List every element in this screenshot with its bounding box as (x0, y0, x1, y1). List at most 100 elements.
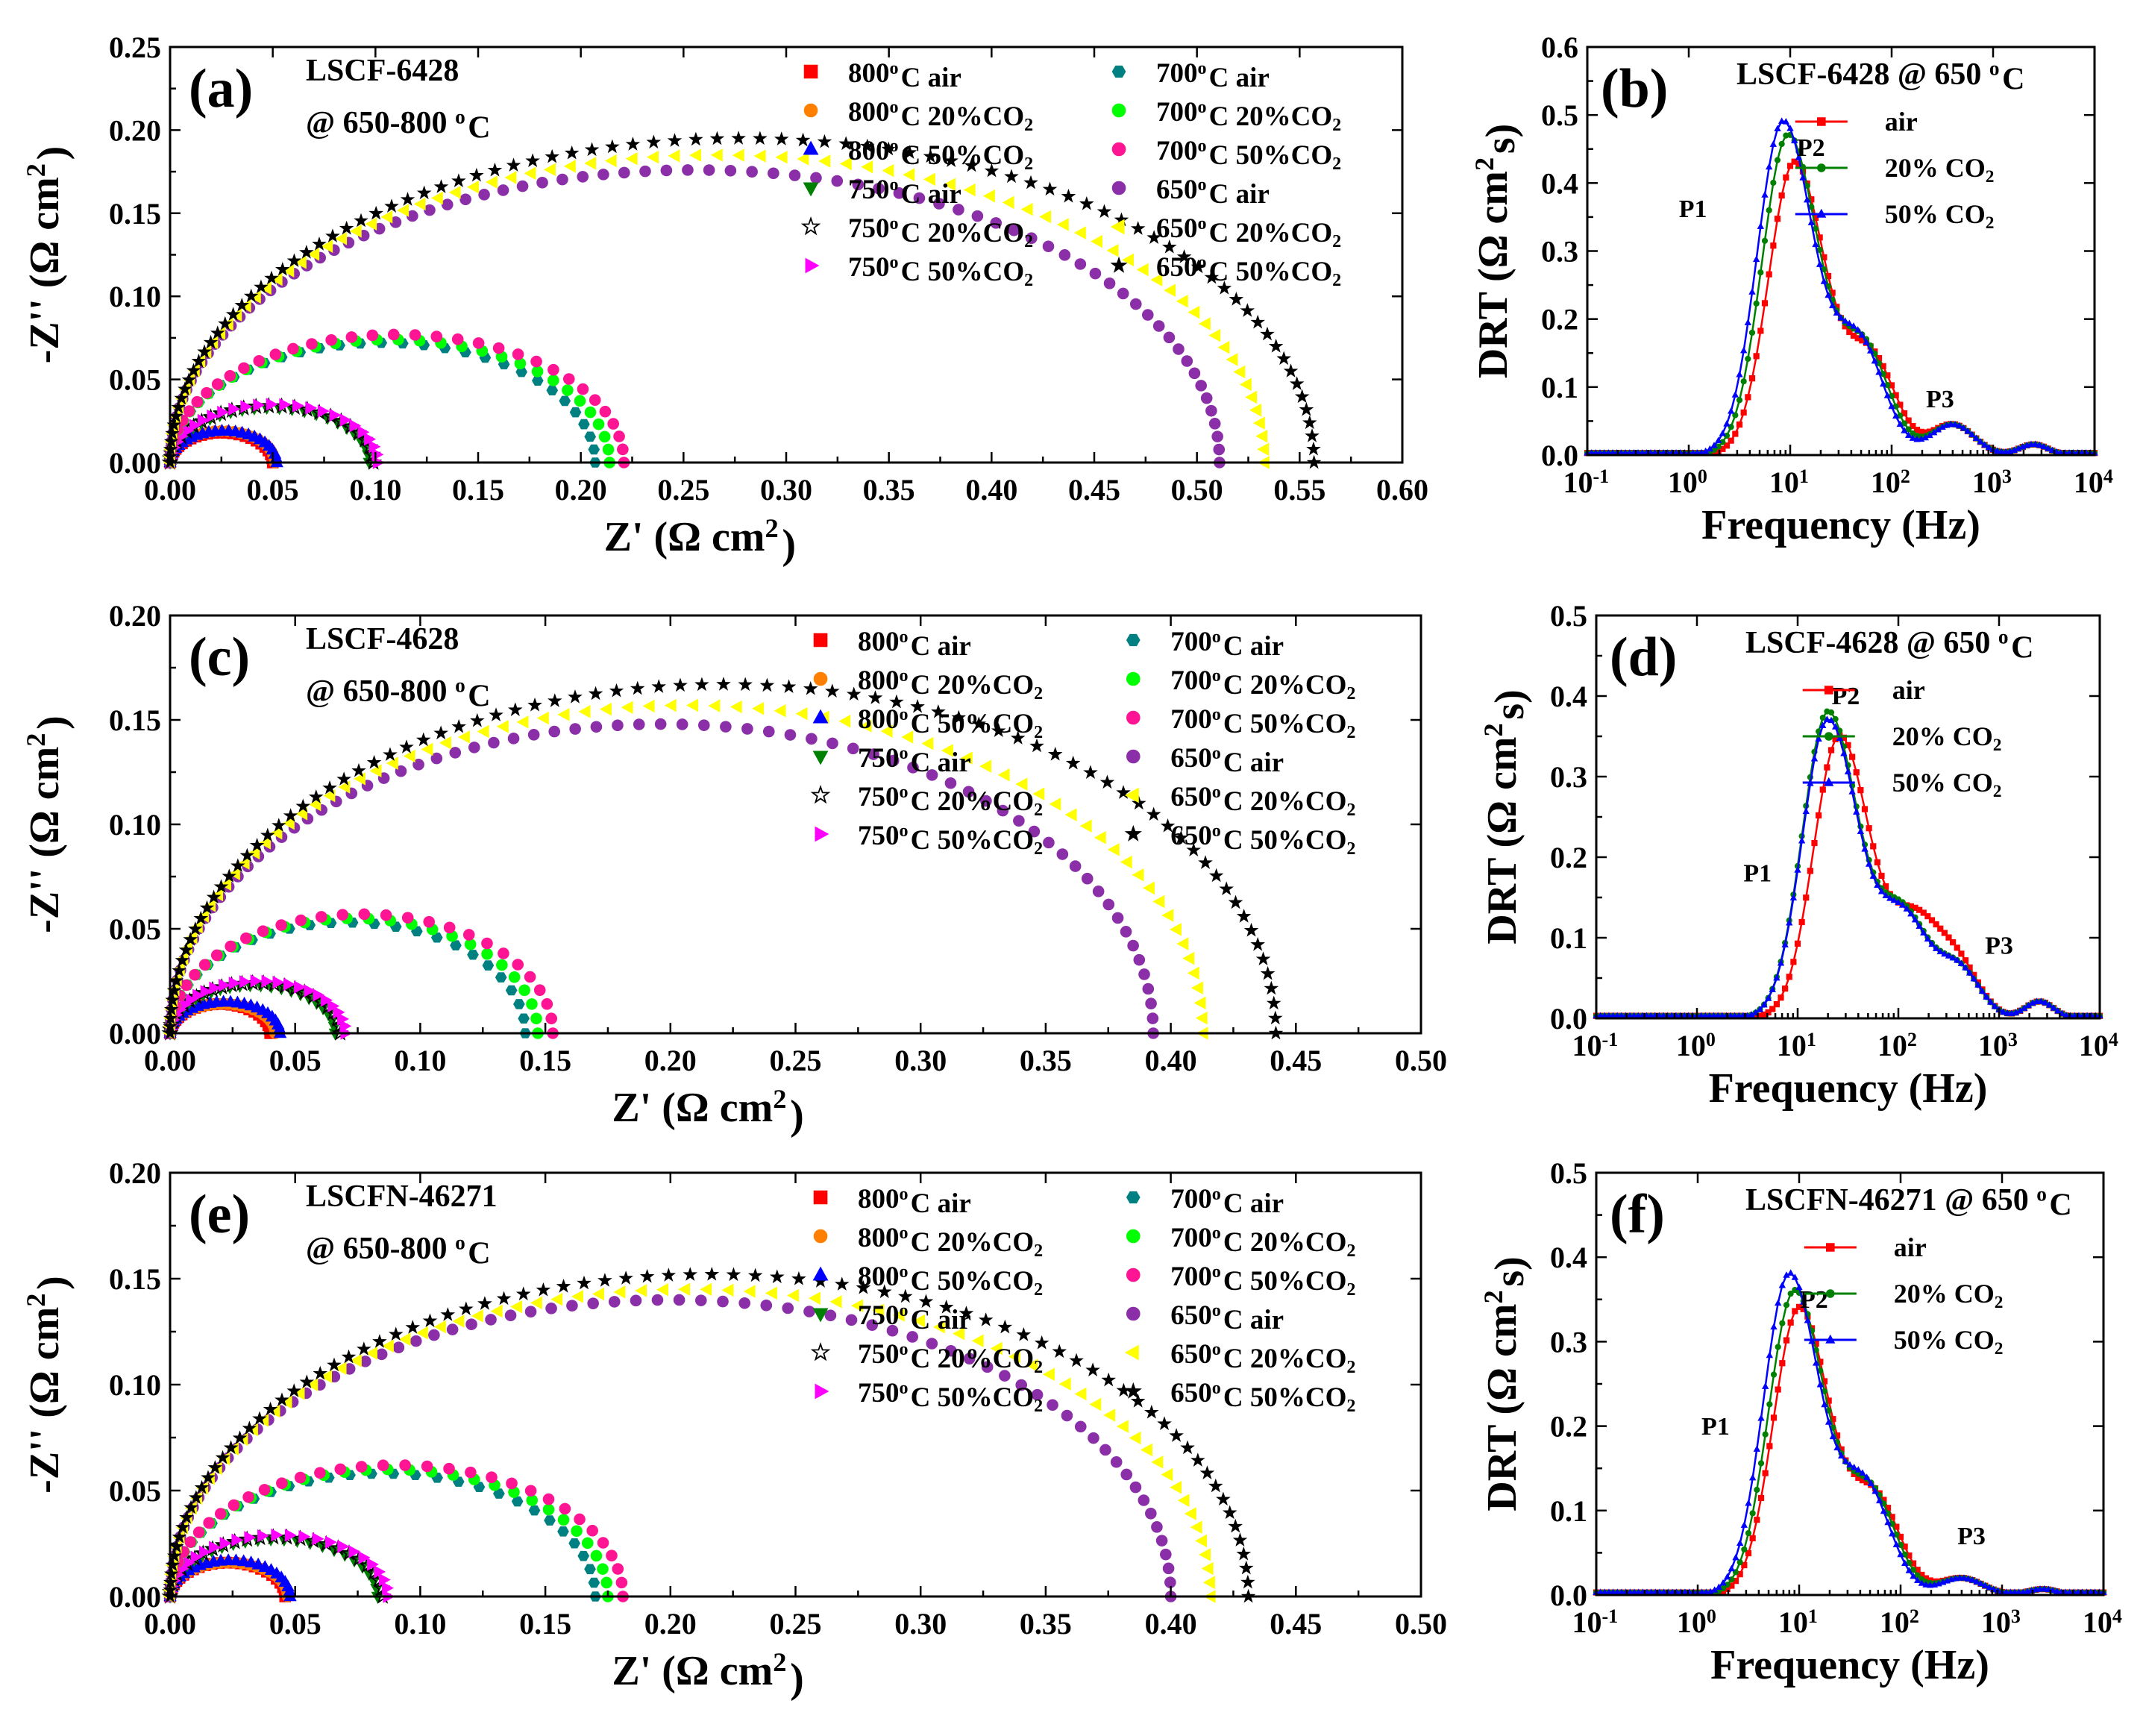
legend-marker (1126, 1267, 1141, 1282)
legend-marker (1124, 1344, 1139, 1361)
point (1803, 894, 1810, 901)
x-tick-label: 103 (1981, 1605, 2023, 1644)
point (424, 204, 436, 216)
point (508, 702, 523, 716)
point (829, 1295, 842, 1309)
point (430, 932, 443, 943)
point (1049, 798, 1061, 811)
y-tick-label: 0.15 (109, 197, 161, 231)
y-axis-title: -Z'' (Ω cm2 ) (21, 146, 75, 364)
point (243, 288, 259, 303)
point (213, 879, 229, 894)
point (271, 1528, 283, 1542)
point (1058, 249, 1071, 261)
point (997, 768, 1010, 782)
point (1778, 192, 1785, 199)
point (443, 921, 456, 934)
point (868, 748, 879, 760)
point (201, 386, 213, 399)
point (960, 751, 973, 765)
y-tick-label: 0.05 (109, 1474, 161, 1508)
point (211, 378, 224, 390)
point (1074, 1420, 1087, 1433)
nyquist-panel-c: 0.00 0.05 0.10 0.15 0.20 0.25 0.30 0.35 0.40 0.45… (21, 599, 1447, 1138)
point (806, 733, 818, 745)
point (1079, 195, 1094, 210)
point (1260, 326, 1275, 341)
point (1954, 956, 1961, 963)
y-tick-label: 0.2 (1541, 303, 1578, 336)
point (838, 715, 851, 728)
legend-label: 700o C air (1156, 58, 1270, 93)
legend-a: 800o C air 800o C 20%CO2 800o C 50%CO2 75… (800, 58, 1341, 290)
x-axis-title: Frequency (Hz) (1710, 1642, 1989, 1688)
point (430, 752, 443, 765)
point (981, 1361, 994, 1373)
point (1816, 1380, 1825, 1388)
point (478, 189, 490, 201)
point (1176, 937, 1189, 950)
point (275, 261, 290, 276)
point (422, 1313, 438, 1328)
point (240, 400, 253, 413)
point (642, 699, 655, 713)
point (186, 363, 201, 377)
point (200, 985, 213, 998)
data-points-c (161, 677, 1284, 1041)
point (566, 1300, 578, 1312)
legend-label: 650o C air (1156, 175, 1270, 210)
point (513, 999, 525, 1009)
point (1170, 1481, 1182, 1494)
point (511, 1496, 524, 1507)
x-axis-title: Z' (Ω cm2 ) (604, 513, 796, 568)
point (1761, 237, 1769, 244)
legend-item: 750o C 50%CO2 (815, 821, 1043, 859)
legend-marker (813, 633, 828, 648)
point (1120, 855, 1132, 869)
point (1250, 937, 1265, 951)
point (421, 742, 433, 756)
point (163, 433, 179, 448)
point (618, 166, 630, 179)
point (1803, 195, 1811, 203)
point (597, 1273, 612, 1287)
point (1181, 355, 1193, 367)
point (932, 1320, 945, 1334)
legend-item: 800o C 20%CO2 (813, 1223, 1043, 1261)
point (1850, 322, 1857, 329)
point (544, 1515, 556, 1526)
legend-item: 20% CO2 (1795, 153, 1995, 187)
point (231, 1533, 244, 1547)
point (578, 419, 590, 430)
y-tick-label: 0.0 (1550, 1579, 1587, 1612)
point (574, 1513, 586, 1526)
point (1757, 222, 1765, 229)
point (398, 1332, 411, 1346)
point (654, 718, 667, 730)
legend-item: 700o C 20%CO2 (1126, 665, 1355, 704)
point (527, 698, 542, 712)
y-tick-label: 0.10 (109, 1368, 161, 1402)
point (1791, 1273, 1799, 1280)
point (451, 333, 464, 345)
point (1141, 1443, 1152, 1457)
point (171, 399, 186, 414)
point (563, 160, 576, 173)
point (294, 980, 306, 994)
point (2031, 440, 2039, 448)
point (608, 1296, 621, 1308)
y-tick-label: 0.0 (1541, 439, 1578, 472)
series-a-9 (164, 164, 1226, 469)
point (859, 719, 872, 733)
point (430, 191, 443, 205)
legend-item: 700o C 20%CO2 (1111, 97, 1341, 135)
point (355, 1461, 368, 1473)
point (1186, 842, 1202, 856)
point (617, 443, 629, 456)
point (1770, 242, 1777, 249)
point (298, 1529, 311, 1544)
point (1748, 375, 1756, 382)
point (1764, 994, 1772, 1001)
point (1769, 140, 1778, 147)
point (1869, 872, 1877, 879)
